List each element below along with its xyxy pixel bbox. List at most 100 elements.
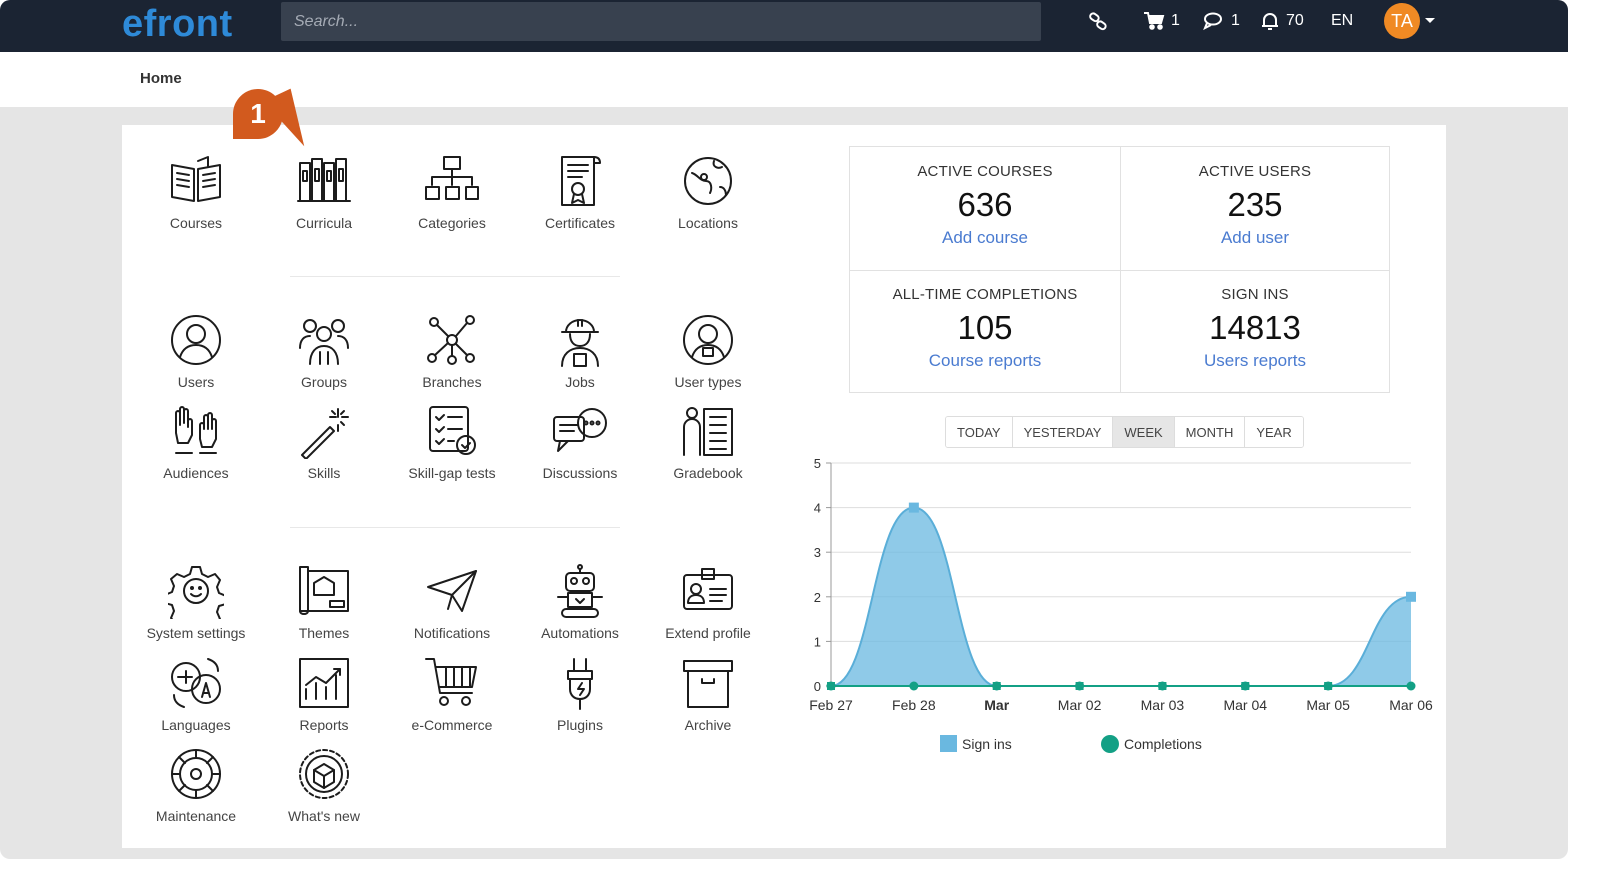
tile-e-commerce[interactable]: e-Commerce xyxy=(397,655,507,733)
tile-jobs[interactable]: Jobs xyxy=(525,312,635,390)
search-input[interactable] xyxy=(294,12,1041,31)
tile-whats-new[interactable]: What's new xyxy=(269,746,379,824)
tile-label: Reports xyxy=(299,717,349,733)
tile-discussions[interactable]: Discussions xyxy=(525,403,635,481)
bell-icon xyxy=(1262,13,1278,30)
tile-label: Courses xyxy=(169,215,223,231)
user-type-icon xyxy=(680,312,736,368)
y-tick-label: 5 xyxy=(814,456,821,471)
stat-sign-ins: SIGN INS 14813 Users reports xyxy=(1120,270,1390,393)
stat-value: 105 xyxy=(957,309,1013,346)
add-user-link[interactable]: Add user xyxy=(1220,228,1290,247)
plug-icon xyxy=(552,655,608,711)
x-tick-label: Mar 04 xyxy=(1223,697,1267,713)
tile-automations[interactable]: Automations xyxy=(525,563,635,641)
language-code: EN xyxy=(1331,12,1354,29)
step-badge xyxy=(233,89,283,139)
period-week[interactable]: WEEK xyxy=(1113,417,1175,447)
book-icon xyxy=(168,153,224,209)
chat-icon xyxy=(1203,12,1222,31)
tile-courses[interactable]: Courses xyxy=(141,153,251,231)
period-yesterday[interactable]: YESTERDAY xyxy=(1012,417,1114,447)
tile-audiences[interactable]: Audiences xyxy=(141,403,251,481)
users-reports-link[interactable]: Users reports xyxy=(1203,351,1307,370)
translate-icon xyxy=(168,655,224,711)
user-avatar[interactable]: TA xyxy=(1384,3,1420,39)
tile-system-settings[interactable]: System settings xyxy=(141,563,251,641)
efront-logo[interactable]: efront xyxy=(122,2,233,46)
period-today[interactable]: TODAY xyxy=(946,417,1013,447)
tile-label: Skills xyxy=(307,465,341,481)
stat-active-users: ACTIVE USERS 235 Add user xyxy=(1120,147,1390,270)
tile-label: Branches xyxy=(422,374,482,390)
tile-certificates[interactable]: Certificates xyxy=(525,153,635,231)
stats-grid: ACTIVE COURSES 636 Add course ACTIVE USE… xyxy=(849,146,1390,393)
hierarchy-icon xyxy=(424,153,480,209)
course-reports-link[interactable]: Course reports xyxy=(928,351,1042,370)
stat-title: ALL-TIME COMPLETIONS xyxy=(892,286,1078,303)
tile-label: Locations xyxy=(678,215,738,231)
user-icon xyxy=(168,312,224,368)
tile-curricula[interactable]: Curricula xyxy=(269,153,379,231)
stat-value: 235 xyxy=(1227,186,1283,223)
tile-languages[interactable]: Languages xyxy=(141,655,251,733)
tile-plugins[interactable]: Plugins xyxy=(525,655,635,733)
notifications-button[interactable]: 70 xyxy=(1260,8,1304,34)
archive-box-icon xyxy=(680,655,736,711)
tile-gradebook[interactable]: Gradebook xyxy=(653,403,763,481)
x-tick-label: Mar 03 xyxy=(1141,697,1185,713)
tile-user-types[interactable]: User types xyxy=(653,312,763,390)
completions-point xyxy=(1406,681,1416,691)
tile-extend-profile[interactable]: Extend profile xyxy=(653,563,763,641)
tile-locations[interactable]: Locations xyxy=(653,153,763,231)
tile-label: System settings xyxy=(146,625,246,641)
tile-groups[interactable]: Groups xyxy=(269,312,379,390)
top-navbar: efront 1 1 70 EN TA xyxy=(0,0,1568,52)
breadcrumb-home[interactable]: Home xyxy=(140,70,182,87)
robot-icon xyxy=(552,563,608,619)
section-divider xyxy=(290,527,620,528)
language-selector[interactable]: EN xyxy=(1331,8,1353,34)
chevron-down-icon[interactable] xyxy=(1425,18,1435,23)
tile-notifications[interactable]: Notifications xyxy=(397,563,507,641)
stat-title: ACTIVE COURSES xyxy=(917,163,1053,180)
tile-categories[interactable]: Categories xyxy=(397,153,507,231)
cart-button[interactable]: 1 xyxy=(1143,8,1180,34)
discussion-icon xyxy=(552,403,608,459)
tile-themes[interactable]: Themes xyxy=(269,563,379,641)
certificate-icon xyxy=(552,153,608,209)
divider xyxy=(1120,147,1121,392)
period-year[interactable]: YEAR xyxy=(1245,417,1303,447)
tile-reports[interactable]: Reports xyxy=(269,655,379,733)
tile-skills[interactable]: Skills xyxy=(269,403,379,481)
period-month[interactable]: MONTH xyxy=(1174,417,1246,447)
y-tick-label: 3 xyxy=(814,545,821,560)
books-shelf-icon xyxy=(296,153,352,209)
x-tick-label: Mar 06 xyxy=(1389,697,1433,713)
tile-archive[interactable]: Archive xyxy=(653,655,763,733)
section-divider xyxy=(290,276,620,277)
sign-ins-area xyxy=(831,507,1411,686)
tile-label: Audiences xyxy=(163,465,229,481)
link-icon[interactable] xyxy=(1088,8,1108,34)
tile-branches[interactable]: Branches xyxy=(397,312,507,390)
avatar-initials: TA xyxy=(1391,10,1413,31)
tile-skill-gap-tests[interactable]: Skill-gap tests xyxy=(397,403,507,481)
tile-users[interactable]: Users xyxy=(141,312,251,390)
tile-maintenance[interactable]: Maintenance xyxy=(141,746,251,824)
stat-value: 636 xyxy=(957,186,1013,223)
new-box-icon xyxy=(296,746,352,802)
network-icon xyxy=(424,312,480,368)
y-tick-label: 0 xyxy=(814,679,821,694)
tile-label: Groups xyxy=(301,374,347,390)
x-tick-label: Feb 27 xyxy=(809,697,853,713)
messages-button[interactable]: 1 xyxy=(1203,8,1240,34)
tile-label: Categories xyxy=(418,215,486,231)
add-course-link[interactable]: Add course xyxy=(942,228,1028,247)
maintenance-icon xyxy=(168,746,224,802)
raised-hands-icon xyxy=(168,403,224,459)
stat-value: 14813 xyxy=(1209,309,1301,346)
search-box[interactable] xyxy=(281,2,1041,41)
y-tick-label: 1 xyxy=(814,634,821,649)
blueprint-icon xyxy=(296,563,352,619)
